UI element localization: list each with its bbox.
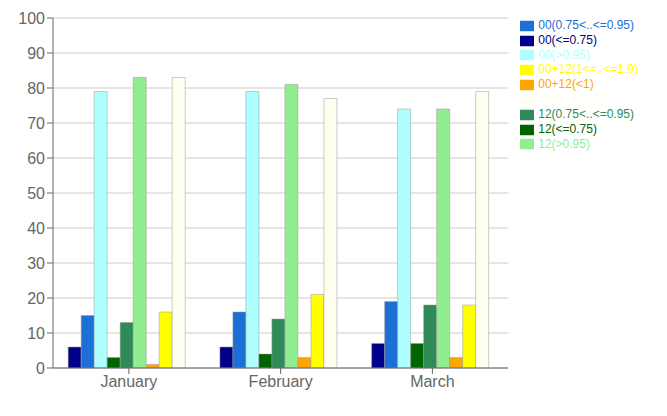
- html-text:00(<=0.75): 00(<=0.75): [538, 32, 597, 47]
- html-text:00(0.75<..<=0.95): 00(0.75<..<=0.95): [538, 18, 634, 32]
- html-text:00(>0.95): 00(>0.95): [538, 47, 590, 62]
- html-text:12(0.75<..<=0.95): 12(0.75<..<=0.95): [538, 107, 634, 121]
- html-text:12(<=0.75): 12(<=0.75): [538, 121, 597, 136]
- svg-text:70: 70: [27, 115, 45, 132]
- svg-text:March: March: [410, 373, 454, 390]
- svg-text:80: 80: [27, 80, 45, 97]
- svg-text:40: 40: [27, 220, 45, 237]
- svg-text:30: 30: [27, 255, 45, 272]
- svg-text:20: 20: [27, 290, 45, 307]
- svg-text:January: January: [100, 373, 157, 390]
- html-text:00+12(1<=..<=1.9): 00+12(1<=..<=1.9): [538, 62, 638, 77]
- svg-text:10: 10: [27, 325, 45, 342]
- svg-text:0: 0: [36, 360, 45, 377]
- html-text:00+12(<1): 00+12(<1): [538, 77, 594, 92]
- svg-text:90: 90: [27, 45, 45, 62]
- svg-text:February: February: [249, 373, 313, 390]
- svg-text:50: 50: [27, 185, 45, 202]
- svg-text:60: 60: [27, 150, 45, 167]
- svg-text:100: 100: [18, 10, 45, 27]
- html-text:12(>0.95): 12(>0.95): [538, 136, 590, 151]
- html-text:00+12(>1.9): 00+12(>1.9): [538, 92, 604, 107]
